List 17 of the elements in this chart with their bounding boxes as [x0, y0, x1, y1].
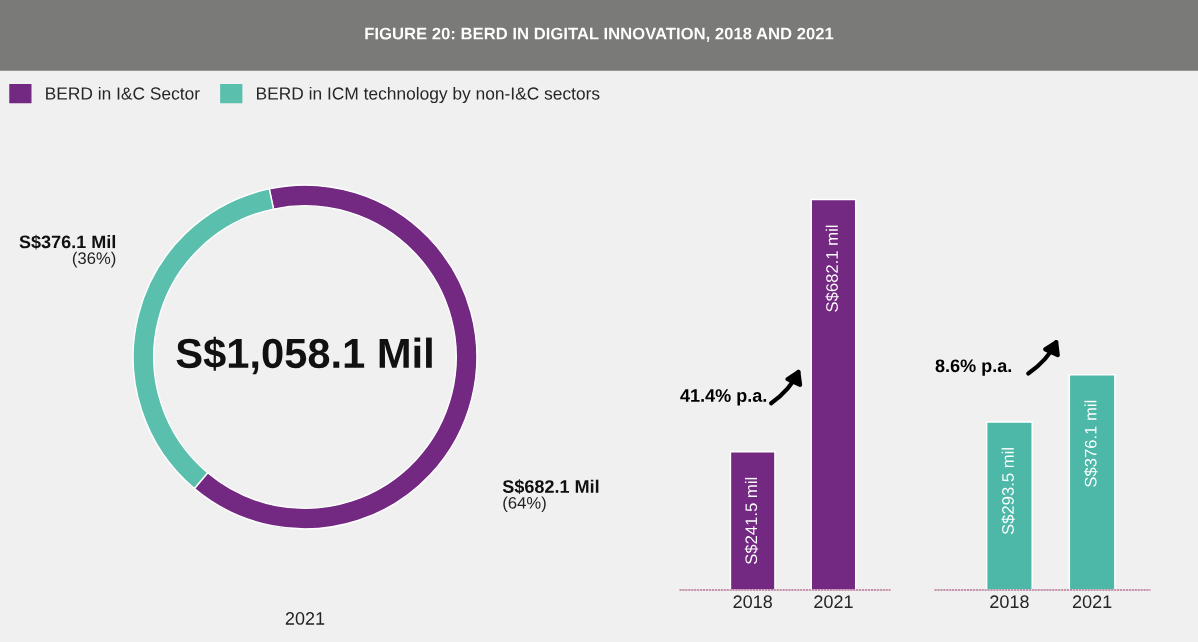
data-label: S$682.1 Mil (64%) [502, 479, 599, 513]
data-label: S$376.1 mil [1084, 400, 1098, 487]
text: 2021 [285, 612, 325, 625]
legend-label: BERD in ICM technology by non-I&C sectors [257, 86, 600, 104]
annotation: 8.6% p.a. [935, 359, 1012, 376]
x-tick-label: 2018 [733, 595, 772, 609]
data-label: S$376.1 Mil (36%) [19, 234, 116, 268]
data-label: S$682.1 mil [825, 225, 839, 312]
x-tick-label: 2021 [1072, 595, 1112, 609]
legend-label: BERD in I&C Sector [46, 86, 200, 100]
data-label: S$241.5 mil [744, 477, 759, 564]
x-tick-label: 2018 [990, 595, 1029, 609]
chart-title: FIGURE 20: BERD IN DIGITAL INNOVATION, 2018 AND 2021 [365, 27, 834, 42]
annotation: 41.4% p.a. [680, 389, 767, 406]
text: S$1,058.1 Mil [176, 336, 432, 375]
data-label: S$293.5 mil [1001, 448, 1015, 535]
x-tick-label: 2021 [814, 595, 853, 609]
